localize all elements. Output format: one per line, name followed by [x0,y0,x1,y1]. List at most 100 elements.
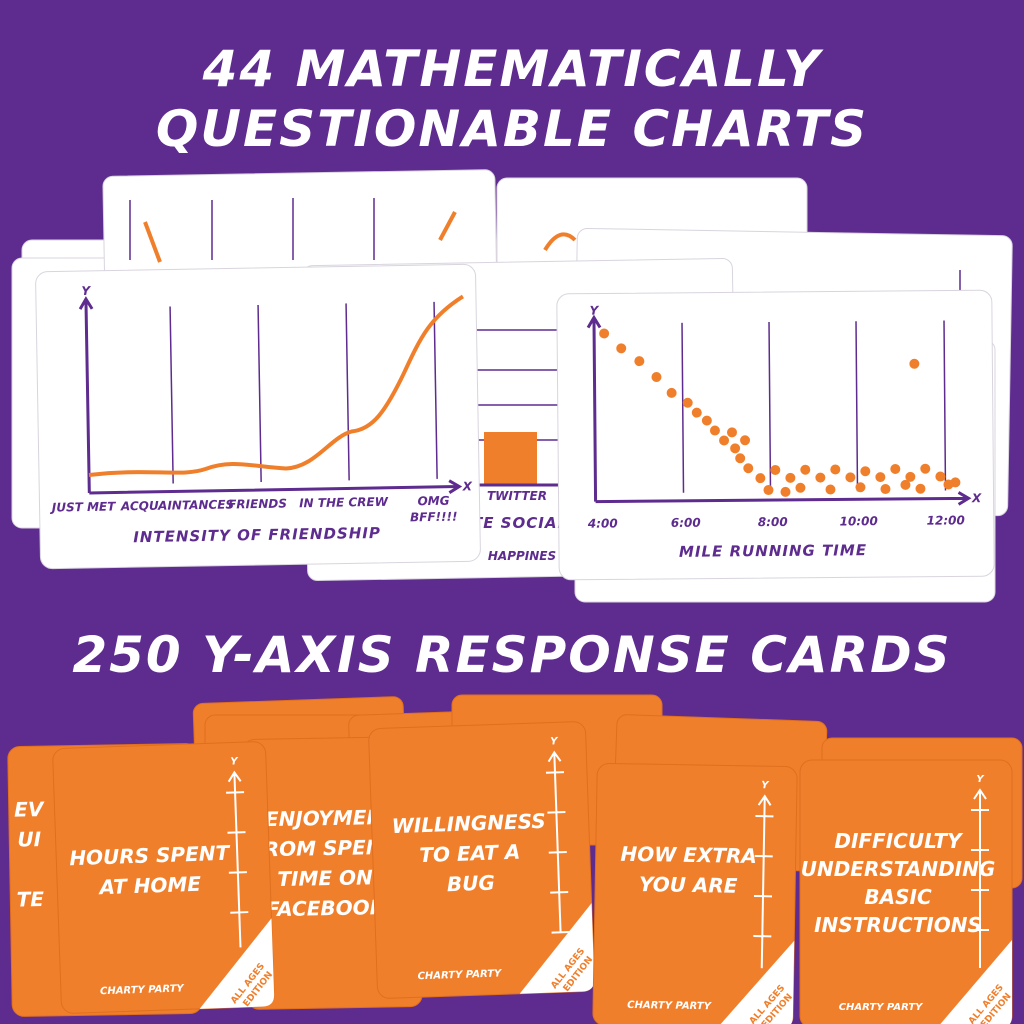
bar [484,432,537,485]
category-label: OMG [417,494,449,509]
dot [770,464,781,475]
card-text: UNDERSTANDING [801,857,996,881]
dot [730,443,741,454]
dot [800,464,811,475]
subtitle-fragment: HAPPINES [488,549,556,563]
dot [935,471,946,482]
ruler-tick [547,811,566,814]
card-text: TIME ON [277,865,373,891]
chart-card: Y X JUST MET ACQUAINTANCES FRIENDS IN TH… [35,263,481,570]
axis-label: X [462,479,473,493]
dot [830,464,841,475]
badge [519,903,595,994]
card-text: YOU ARE [639,872,738,898]
card-text: UI [17,827,42,851]
ruler-tick [548,851,567,854]
category-label: 10:00 [840,514,878,528]
ruler [547,750,562,933]
axis [586,314,972,506]
card-footer: CHARTY PARTY [627,1000,713,1012]
chart-title: INTENSITY OF FRIENDSHIP [133,524,381,546]
dot [795,482,806,493]
card-footer: CHARTY PARTY [100,983,186,997]
grid-line [470,329,570,441]
dot [651,372,662,383]
category-label: TWITTER [487,489,547,503]
card-footer: CHARTY PARTY [417,968,503,982]
card [556,289,995,581]
grid-line [681,320,947,493]
axis [78,296,463,495]
axis-label: Y [81,284,91,298]
curve-fragment [143,211,457,263]
category-label: BFF!!!! [410,510,458,525]
dot [900,479,911,490]
dot [666,387,677,398]
axis-label: Y [550,736,559,747]
dot [691,407,702,418]
axis-label: Y [976,774,985,785]
dot [763,485,774,496]
dot [845,472,856,483]
dot [726,427,737,438]
grid-line [169,301,438,484]
dot [860,466,871,477]
card-text: BUG [446,871,495,897]
badge [717,940,795,1024]
dot [616,343,627,354]
dot [780,486,791,497]
axis-label: Y [589,304,599,318]
grid-fragment [129,198,375,260]
dot [755,473,766,484]
dot [743,463,754,474]
ruler [227,770,242,948]
card-footer: CHARTY PARTY [839,1002,924,1013]
dot [719,435,730,446]
dot [890,463,901,474]
response-card: Y DIFFICULTY UNDERSTANDING BASIC INSTRUCTION… [799,759,1014,1024]
card-text: AT HOME [97,872,202,900]
curve-fragment [543,232,577,252]
card-text: EV [14,797,45,822]
dot [943,479,954,490]
ruler [973,788,987,968]
ruler-tick [550,890,569,894]
curve [88,294,465,477]
ruler-tick [228,871,247,874]
dot [709,425,720,436]
dot [634,356,645,367]
dot [915,483,926,494]
card-text: INSTRUCTIONS [814,913,982,937]
dot [682,397,693,408]
axis-label: Y [761,780,770,791]
card [799,759,1013,1024]
dot [909,358,920,369]
badge [940,940,1012,1024]
card-text: FACEBOOK [266,895,387,921]
axis-label: Y [230,756,239,767]
title-fragment: TE SOCIAL [472,514,568,532]
category-label: JUST MET [50,499,117,514]
ruler [757,794,772,969]
chart-title: MILE RUNNING TIME [679,541,867,561]
card-text: HOW EXTRA [620,842,757,868]
category-label: 8:00 [758,515,788,529]
header-line: 44 MATHEMATICALLY [202,40,824,98]
card [592,762,798,1024]
dot [855,482,866,493]
dot [815,472,826,483]
dot [875,472,886,483]
subheader: 250 Y-AXIS RESPONSE CARDS [72,626,951,684]
category-label: ACQUAINTANCES [120,497,234,513]
dot [735,453,746,464]
dot [825,484,836,495]
card-text: TO EAT A [419,840,521,868]
dot [785,472,796,483]
category-label: IN THE CREW [299,495,389,511]
ruler-tick [230,911,249,914]
